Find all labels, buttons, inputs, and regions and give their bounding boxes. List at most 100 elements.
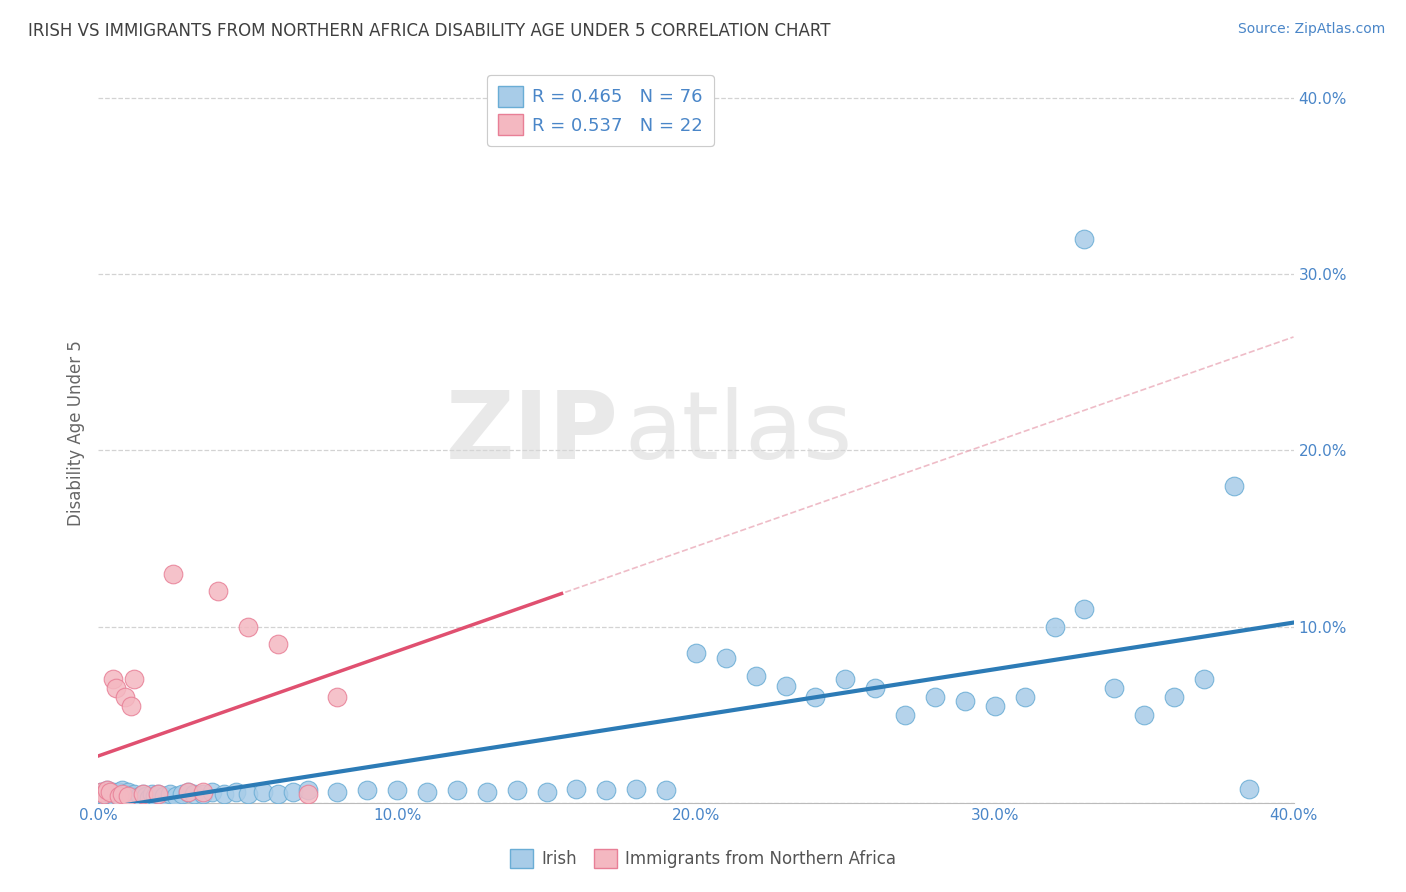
Point [1192, 673, 1215, 687]
Point [1163, 690, 1185, 704]
Point [138, 790, 160, 805]
Point [111, 790, 134, 805]
Point [172, 787, 194, 801]
Legend: R = 0.465   N = 76, R = 0.537   N = 22: R = 0.465 N = 76, R = 0.537 N = 22 [486, 75, 714, 145]
Point [105, 681, 128, 696]
Point [120, 789, 142, 803]
Point [536, 785, 558, 799]
Point [685, 646, 707, 660]
Point [297, 783, 319, 797]
Point [98, 787, 122, 801]
Point [124, 673, 146, 687]
Point [297, 787, 319, 801]
Point [207, 584, 229, 599]
Point [385, 783, 409, 797]
Point [120, 698, 142, 713]
Point [93, 789, 115, 803]
Point [111, 787, 134, 801]
Point [865, 681, 887, 696]
Point [129, 789, 152, 803]
Point [236, 787, 259, 801]
Text: ZIP: ZIP [446, 386, 619, 479]
Point [183, 787, 205, 801]
Point [565, 781, 588, 796]
Point [90, 785, 112, 799]
Point [191, 785, 214, 799]
Point [141, 787, 163, 801]
Point [127, 790, 149, 805]
Point [117, 789, 139, 803]
Point [105, 790, 128, 805]
Point [103, 785, 125, 799]
Point [775, 680, 797, 694]
Point [117, 790, 139, 805]
Point [416, 785, 439, 799]
Point [506, 783, 529, 797]
Point [93, 787, 115, 801]
Point [165, 789, 187, 803]
Point [894, 707, 917, 722]
Point [626, 781, 648, 796]
Point [225, 785, 247, 799]
Point [98, 792, 122, 806]
Point [1014, 690, 1036, 704]
Point [135, 789, 157, 803]
Point [326, 785, 349, 799]
Point [834, 673, 856, 687]
Point [124, 787, 146, 801]
Point [111, 783, 134, 797]
Point [475, 785, 498, 799]
Point [153, 789, 176, 803]
Point [108, 789, 131, 803]
Point [96, 790, 118, 805]
Point [191, 787, 214, 801]
Point [108, 785, 131, 799]
Point [143, 789, 166, 803]
Text: Source: ZipAtlas.com: Source: ZipAtlas.com [1237, 22, 1385, 37]
Point [90, 785, 112, 799]
Point [745, 669, 768, 683]
Point [804, 690, 827, 704]
Point [267, 637, 290, 651]
Point [1237, 781, 1260, 796]
Point [108, 789, 131, 803]
Point [1223, 478, 1246, 492]
Point [595, 783, 617, 797]
Point [1133, 707, 1156, 722]
Point [212, 787, 235, 801]
Point [114, 690, 136, 704]
Point [114, 789, 136, 803]
Legend: Irish, Immigrants from Northern Africa: Irish, Immigrants from Northern Africa [503, 842, 903, 875]
Point [159, 787, 181, 801]
Point [96, 783, 118, 797]
Point [1073, 602, 1095, 616]
Point [1104, 681, 1126, 696]
Point [148, 787, 170, 801]
Point [132, 787, 155, 801]
Point [201, 785, 224, 799]
Point [984, 698, 1007, 713]
Point [281, 785, 304, 799]
Point [1043, 619, 1066, 633]
Point [924, 690, 946, 704]
Point [267, 787, 290, 801]
Point [103, 673, 125, 687]
Text: IRISH VS IMMIGRANTS FROM NORTHERN AFRICA DISABILITY AGE UNDER 5 CORRELATION CHAR: IRISH VS IMMIGRANTS FROM NORTHERN AFRICA… [28, 22, 831, 40]
Point [98, 785, 122, 799]
Point [356, 783, 378, 797]
Point [162, 566, 184, 581]
Point [105, 787, 128, 801]
Text: atlas: atlas [624, 386, 852, 479]
Y-axis label: Disability Age Under 5: Disability Age Under 5 [66, 340, 84, 525]
Point [117, 785, 139, 799]
Point [177, 785, 200, 799]
Point [236, 619, 259, 633]
Point [655, 783, 678, 797]
Point [1073, 232, 1095, 246]
Point [103, 789, 125, 803]
Point [714, 651, 737, 665]
Point [446, 783, 468, 797]
Point [177, 785, 200, 799]
Point [132, 787, 155, 801]
Point [114, 787, 136, 801]
